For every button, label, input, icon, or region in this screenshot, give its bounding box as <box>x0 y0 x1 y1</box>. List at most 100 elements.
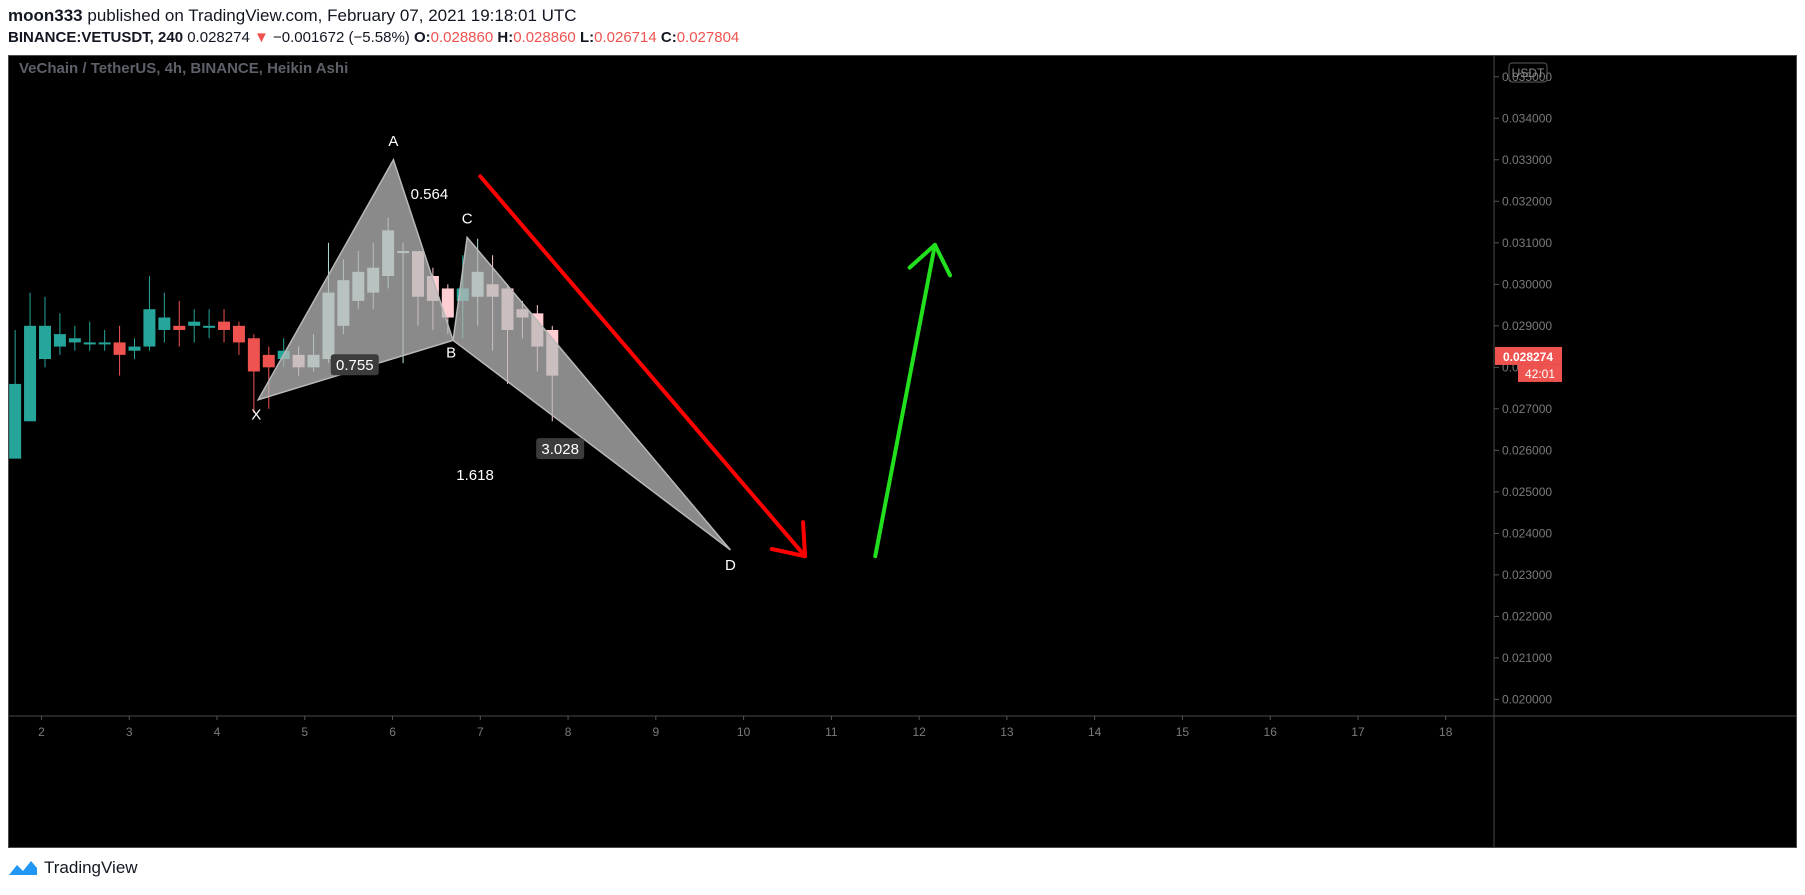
price-tick-label: 0.027000 <box>1502 402 1552 416</box>
time-tick-label: 17 <box>1351 725 1365 739</box>
time-tick-label: 8 <box>565 725 572 739</box>
pattern-ratio-label: 3.028 <box>541 441 579 458</box>
time-tick-label: 5 <box>301 725 308 739</box>
published-text: published on TradingView.com, February 0… <box>87 6 577 25</box>
price-tick-label: 0.029000 <box>1502 319 1552 333</box>
time-tick-label: 6 <box>389 725 396 739</box>
time-tick-label: 11 <box>825 725 838 739</box>
footer: TradingView <box>8 858 138 878</box>
symbol-label[interactable]: BINANCE:VETUSDT, 240 <box>8 29 184 46</box>
pattern-ratio-label: 1.618 <box>456 467 494 484</box>
candle-body <box>173 325 186 330</box>
time-tick-label: 9 <box>652 725 659 739</box>
chart-header: moon333 published on TradingView.com, Fe… <box>8 4 739 48</box>
time-tick-label: 14 <box>1088 725 1102 739</box>
chart-title: VeChain / TetherUS, 4h, BINANCE, Heikin … <box>19 60 348 77</box>
pattern-ratio-label: 0.564 <box>411 186 449 203</box>
candle-body <box>113 342 126 355</box>
green-up-arrow-head[interactable] <box>907 242 953 278</box>
down-triangle-icon: ▼ <box>253 29 269 46</box>
candle-body <box>98 342 111 345</box>
close-value: 0.027804 <box>676 29 740 46</box>
open-label: O: <box>413 29 431 46</box>
price-tick-label: 0.030000 <box>1502 277 1552 291</box>
footer-brand[interactable]: TradingView <box>44 858 138 877</box>
candle-body <box>128 346 141 351</box>
time-tick-label: 12 <box>912 725 926 739</box>
candle-body <box>203 325 216 328</box>
xabcd-pattern[interactable]: X A B C D 0.564 0.755 3.028 1.618 <box>251 133 736 574</box>
price-tick-label: 0.033000 <box>1502 153 1552 167</box>
price-tick-label: 0.020000 <box>1502 692 1552 706</box>
candle-body <box>158 317 171 330</box>
last-price: 0.028274 <box>187 29 250 46</box>
price-tick-label: 0.035000 <box>1502 70 1552 84</box>
price-tick-label: 0.023000 <box>1502 568 1552 582</box>
price-chart[interactable]: VeChain / TetherUS, 4h, BINANCE, Heikin … <box>9 56 1796 847</box>
time-axis[interactable]: 2 3 4 5 6 7 8 9 10 11 12 13 14 15 16 17 18 <box>9 715 1796 739</box>
publish-info: moon333 published on TradingView.com, Fe… <box>8 4 739 28</box>
price-tick-label: 0.024000 <box>1502 526 1552 540</box>
candle-body <box>218 321 231 330</box>
red-down-arrow[interactable] <box>478 174 808 559</box>
candle-body <box>38 325 51 360</box>
chart-area[interactable]: VeChain / TetherUS, 4h, BINANCE, Heikin … <box>8 55 1797 848</box>
green-up-arrow[interactable] <box>873 242 953 559</box>
candle-body <box>68 338 81 343</box>
last-price-badge <box>1495 346 1562 365</box>
candle-body <box>24 325 37 422</box>
time-tick-label: 7 <box>477 725 484 739</box>
pattern-point-label: X <box>251 407 261 424</box>
candle-body <box>262 354 275 368</box>
pattern-triangle-bcd <box>452 235 732 551</box>
countdown-badge-label: 42:01 <box>1525 367 1555 381</box>
currency-badge[interactable] <box>1508 62 1548 83</box>
time-tick-label: 18 <box>1439 725 1453 739</box>
candle-body <box>247 338 260 372</box>
close-label: C: <box>660 29 677 46</box>
price-tick-label: 0.025000 <box>1502 485 1552 499</box>
price-tick-label: 0.022000 <box>1502 609 1552 623</box>
candle-body <box>9 383 22 459</box>
low-value: 0.026714 <box>594 29 657 46</box>
price-axis[interactable]: 0.035000 0.034000 0.033000 0.032000 0.031000… <box>1493 56 1552 847</box>
last-price-badge-label: 0.028274 <box>1503 350 1553 364</box>
countdown-badge <box>1518 364 1562 382</box>
currency-badge-label[interactable]: USDT <box>1512 66 1545 80</box>
time-tick-label: 10 <box>737 725 751 739</box>
pattern-point-label: D <box>725 557 736 574</box>
time-tick-label: 15 <box>1176 725 1190 739</box>
price-change: −0.001672 (−5.58%) <box>273 29 410 46</box>
red-down-arrow-head[interactable] <box>769 520 808 559</box>
symbol-info: BINANCE:VETUSDT, 240 0.028274 ▼ −0.00167… <box>8 28 739 48</box>
price-overlays: 0.028274 42:01 <box>1495 346 1562 382</box>
time-tick-label: 13 <box>1000 725 1014 739</box>
price-tick-label: 0.031000 <box>1502 236 1552 250</box>
pattern-point-label: A <box>388 133 398 150</box>
price-tick-label: 0.032000 <box>1502 194 1552 208</box>
candle-body <box>232 325 245 343</box>
price-tick-label: 0.021000 <box>1502 651 1552 665</box>
candle-body <box>143 309 156 347</box>
tradingview-logo-icon[interactable] <box>8 859 38 877</box>
pattern-point-label: C <box>462 210 473 227</box>
ratio-label-box <box>536 438 585 460</box>
arrows[interactable] <box>478 174 953 559</box>
green-up-arrow-shaft[interactable] <box>873 242 937 559</box>
high-label: H: <box>497 29 514 46</box>
time-tick-label: 3 <box>126 725 133 739</box>
candle-body <box>188 321 201 326</box>
ratio-label-box <box>330 354 379 376</box>
open-value: 0.028860 <box>430 29 494 46</box>
price-tick-label: 0.026000 <box>1502 443 1552 457</box>
low-label: L: <box>579 29 595 46</box>
time-tick-label: 2 <box>38 725 45 739</box>
candle-body <box>83 342 96 345</box>
candle-body <box>53 334 66 347</box>
pattern-ratio-label: 0.755 <box>336 357 374 374</box>
high-value: 0.028860 <box>513 29 576 46</box>
red-down-arrow-shaft[interactable] <box>478 174 808 559</box>
author-name[interactable]: moon333 <box>8 6 83 25</box>
time-tick-label: 16 <box>1264 725 1278 739</box>
time-tick-label: 4 <box>214 725 221 739</box>
